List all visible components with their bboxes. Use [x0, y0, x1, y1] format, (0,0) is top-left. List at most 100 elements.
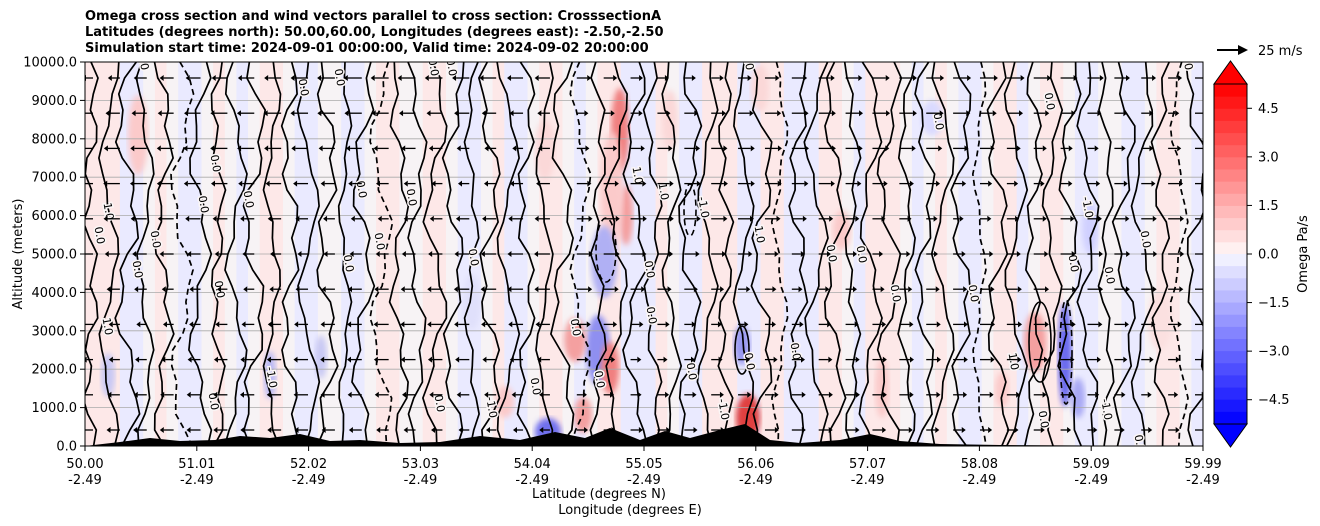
wind-vector-head — [642, 215, 647, 222]
wind-vector-head — [1125, 286, 1130, 293]
wind-vector-head — [584, 427, 589, 433]
wind-vector-head — [428, 145, 433, 152]
wind-vector-head — [669, 251, 674, 257]
wind-vector-head — [107, 391, 112, 398]
wind-vector-head — [454, 321, 459, 328]
wind-vector-head — [1040, 180, 1045, 187]
wind-vector-head — [509, 356, 514, 363]
wind-vector-head — [1045, 286, 1050, 293]
contour-line — [569, 62, 592, 446]
x-tick-label-lat: 58.08 — [961, 457, 998, 472]
wind-vector-head — [539, 427, 544, 433]
wind-vector-head — [936, 356, 941, 363]
wind-vector-head — [936, 180, 941, 187]
wind-vector-head — [1071, 110, 1076, 117]
wind-vector-head — [267, 427, 272, 433]
wind-vector-head — [774, 391, 779, 398]
contour-label: -1.0 — [1079, 196, 1096, 219]
contour-label: 0.0 — [684, 362, 700, 381]
quiver-key: 25 m/s — [1217, 44, 1303, 59]
wind-vector-head — [240, 215, 245, 222]
title-line-3: Simulation start time: 2024-09-01 00:00:… — [85, 41, 649, 56]
colorbar-segment — [1214, 229, 1247, 243]
wind-vector-head — [1071, 321, 1076, 328]
contour-line — [1169, 62, 1189, 446]
colorbar-segment — [1214, 108, 1247, 121]
colorbar-segment — [1214, 314, 1247, 328]
wind-vector-head — [853, 251, 858, 257]
wind-vector-head — [508, 321, 513, 328]
wind-vector-head — [214, 251, 219, 257]
wind-vector-head — [343, 75, 348, 81]
wind-vector-head — [774, 251, 779, 257]
wind-vector-head — [321, 427, 326, 433]
contour-line — [770, 62, 789, 446]
wind-vector-head — [240, 356, 245, 363]
wind-vector-head — [1121, 391, 1126, 398]
contour-label: 0.0 — [1036, 410, 1052, 429]
wind-vector-head — [317, 110, 322, 117]
contour-label: 0.0 — [1042, 92, 1058, 111]
wind-vector-head — [512, 145, 517, 152]
wind-vector-head — [133, 391, 138, 398]
wind-vector-head — [1016, 391, 1021, 398]
wind-vector-head — [882, 321, 887, 328]
contour-loop — [1059, 299, 1073, 405]
wind-vector-head — [723, 215, 728, 222]
wind-vector-head — [1016, 145, 1021, 152]
contour-line — [1150, 62, 1171, 446]
wind-vector-head — [455, 356, 460, 363]
wind-vector-head — [771, 321, 776, 328]
x-tick-label-lon: -2.49 — [627, 473, 661, 488]
wind-vector-head — [136, 321, 141, 328]
wind-vector-head — [912, 110, 917, 117]
contour-loop — [1028, 301, 1052, 383]
wind-vector-head — [346, 145, 351, 152]
contour-line — [549, 62, 575, 446]
colorbar-segment — [1214, 241, 1247, 255]
y-tick-label: 0.0 — [56, 440, 77, 455]
wind-vector-head — [294, 321, 299, 328]
wind-vector-head — [480, 286, 485, 293]
wind-vector-head — [777, 110, 782, 117]
wind-vector-head — [1014, 427, 1019, 433]
wind-vector-head — [637, 356, 642, 363]
contour-label: 0.0 — [332, 68, 348, 87]
wind-vector-head — [858, 75, 863, 81]
wind-vector-head — [159, 427, 164, 433]
wind-vector-head — [1070, 356, 1075, 363]
y-tick-label: 3000.0 — [32, 324, 78, 339]
wind-vector-head — [935, 427, 940, 433]
wind-vector-head — [613, 145, 618, 152]
wind-vector-head — [403, 427, 408, 433]
contour-line — [388, 62, 410, 446]
wind-vector-head — [376, 427, 381, 433]
wind-vector-head — [749, 110, 754, 117]
wind-vector-head — [401, 251, 406, 257]
wind-vector-head — [133, 427, 138, 433]
wind-vector-head — [885, 145, 890, 152]
wind-vector-head — [161, 286, 166, 293]
contour-line — [496, 62, 521, 446]
wind-vector-head — [456, 145, 461, 152]
wind-vector-head — [374, 286, 379, 293]
wind-vector-head — [263, 110, 268, 117]
wind-vector-head — [132, 251, 137, 257]
omega-cell — [315, 335, 327, 379]
wind-vector-head — [911, 145, 916, 152]
wind-vector-head — [291, 145, 296, 152]
wind-vector-head — [966, 110, 971, 117]
wind-vector-head — [1204, 321, 1208, 327]
wind-vector-head — [936, 391, 941, 398]
wind-vector-head — [747, 75, 752, 81]
wind-vector-head — [1123, 110, 1128, 117]
contour-label: 1.0 — [656, 182, 672, 201]
wind-vector-head — [909, 180, 914, 187]
wind-vector-head — [400, 356, 405, 363]
wind-vector-head — [940, 75, 945, 81]
wind-vector-head — [1071, 251, 1076, 257]
wind-vector-head — [290, 110, 295, 117]
wind-vector-head — [585, 145, 590, 152]
omega-cell — [463, 274, 481, 330]
wind-vector-head — [373, 145, 378, 152]
